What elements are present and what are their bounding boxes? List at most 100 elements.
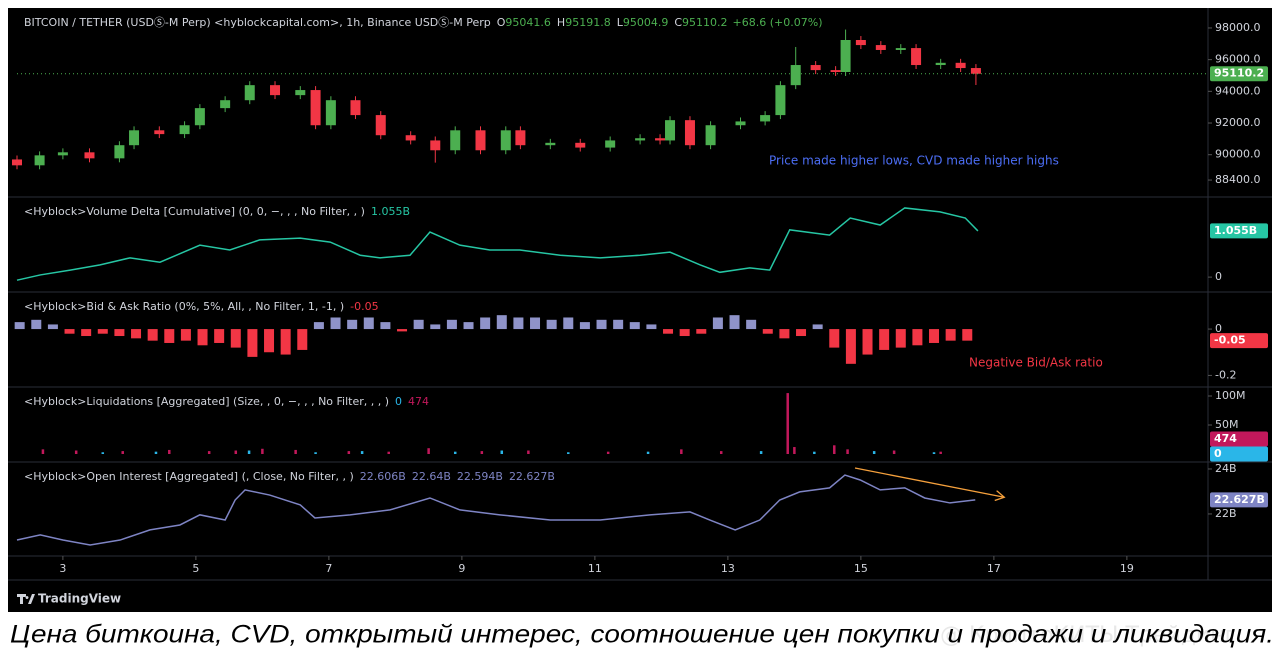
candle-body [515,130,526,146]
price-tag-label: -0.05 [1214,334,1246,347]
bar [207,451,211,454]
bar [546,319,557,330]
bar [696,329,707,334]
pane-title: <Hyblock>Volume Delta [Cumulative] (0, 0… [24,205,365,218]
ohlc-value: 95110.2 [682,16,728,29]
x-tick-label: 17 [987,562,1001,575]
candle-body [760,115,771,122]
bar [646,451,650,454]
bar [261,448,264,454]
bar [446,319,457,330]
bar [500,450,504,454]
candle-body [295,90,306,96]
bar [829,329,840,348]
y-tick-label: 50M [1215,418,1239,431]
caption: Цена биткоина, CVD, открытый интерес, со… [10,621,1274,649]
bar [264,329,275,353]
candle-body [430,140,441,151]
candle-body [955,62,966,69]
bar [567,452,570,454]
bar [862,329,873,355]
bar [746,319,757,330]
y-tick-label: 88400.0 [1215,173,1261,186]
candle-body [450,130,461,151]
legend-value: 22.627B [509,470,555,483]
bar [712,317,723,330]
candle-body [665,120,676,141]
candle-body [375,115,386,136]
price-tag [1210,223,1268,239]
bar [812,324,823,330]
candle-body [179,125,190,135]
bar [962,329,973,341]
candle-body [129,130,140,146]
legend-value: 474 [408,395,429,408]
x-tick-label: 9 [458,562,465,575]
bar [759,451,763,454]
price-tag-label: 474 [1214,432,1237,445]
bar [596,319,607,330]
x-tick-label: 11 [588,562,602,575]
legend-value: 0 [395,395,402,408]
ohlc-label: C [674,16,682,29]
bar [101,452,105,454]
bar [786,393,789,454]
candle-body [310,90,321,126]
legend-value: 1.055B [371,205,410,218]
bar [230,329,241,348]
price-tag [1210,431,1268,447]
bar [929,329,940,343]
bar [530,317,541,330]
bar [168,449,171,454]
x-tick-label: 19 [1120,562,1134,575]
candle-body [605,140,616,148]
bar [606,451,610,454]
price-tag [1210,492,1268,508]
candle-body [935,62,946,66]
ohlc-label: L [617,16,624,29]
bar [360,451,364,454]
price-tag-label: 95110.2 [1214,67,1264,80]
candle-body [114,145,125,159]
bar [813,451,816,454]
candle-body [34,155,45,166]
y-tick-label: 24B [1215,462,1237,475]
pane-legend: <Hyblock>Bid & Ask Ratio (0%, 5%, All, ,… [24,300,379,313]
price-tag [1210,333,1268,349]
candle-body [325,100,336,126]
bar [892,450,896,454]
legend-value: -0.05 [350,300,378,313]
bar [680,449,683,454]
candle-body [895,48,906,50]
candle-body [810,65,821,71]
bar [313,322,324,330]
bar [297,329,308,350]
bar [197,329,208,346]
bar [247,450,251,454]
bar [480,317,491,330]
bar [397,329,408,332]
bar [347,319,358,330]
watermark: @ КриптоКИТЫ Трейдинг [940,623,1236,648]
y-tick-label: 96000.0 [1215,53,1261,66]
bar [663,329,674,334]
bar [563,317,574,330]
candle-body [855,40,866,46]
candle-body [154,130,165,135]
price-tag-label: 0 [1214,447,1222,460]
candle-body [875,45,886,50]
bar [463,322,474,330]
pane-title: <Hyblock>Liquidations [Aggregated] (Size… [24,395,389,408]
legend-value: 22.594B [457,470,503,483]
bar [629,322,640,330]
x-tick-label: 5 [192,562,199,575]
bar [427,448,430,454]
bar [280,329,291,355]
bar [234,450,238,454]
candle-body [350,100,361,116]
trend-arrow [854,467,1003,497]
pane-title: BITCOIN / TETHER (USDⓈ-M Perp) <hyblockc… [24,16,491,29]
price-tag [1210,446,1268,462]
price-tag-label: 22.627B [1214,493,1265,506]
bar [932,452,936,454]
